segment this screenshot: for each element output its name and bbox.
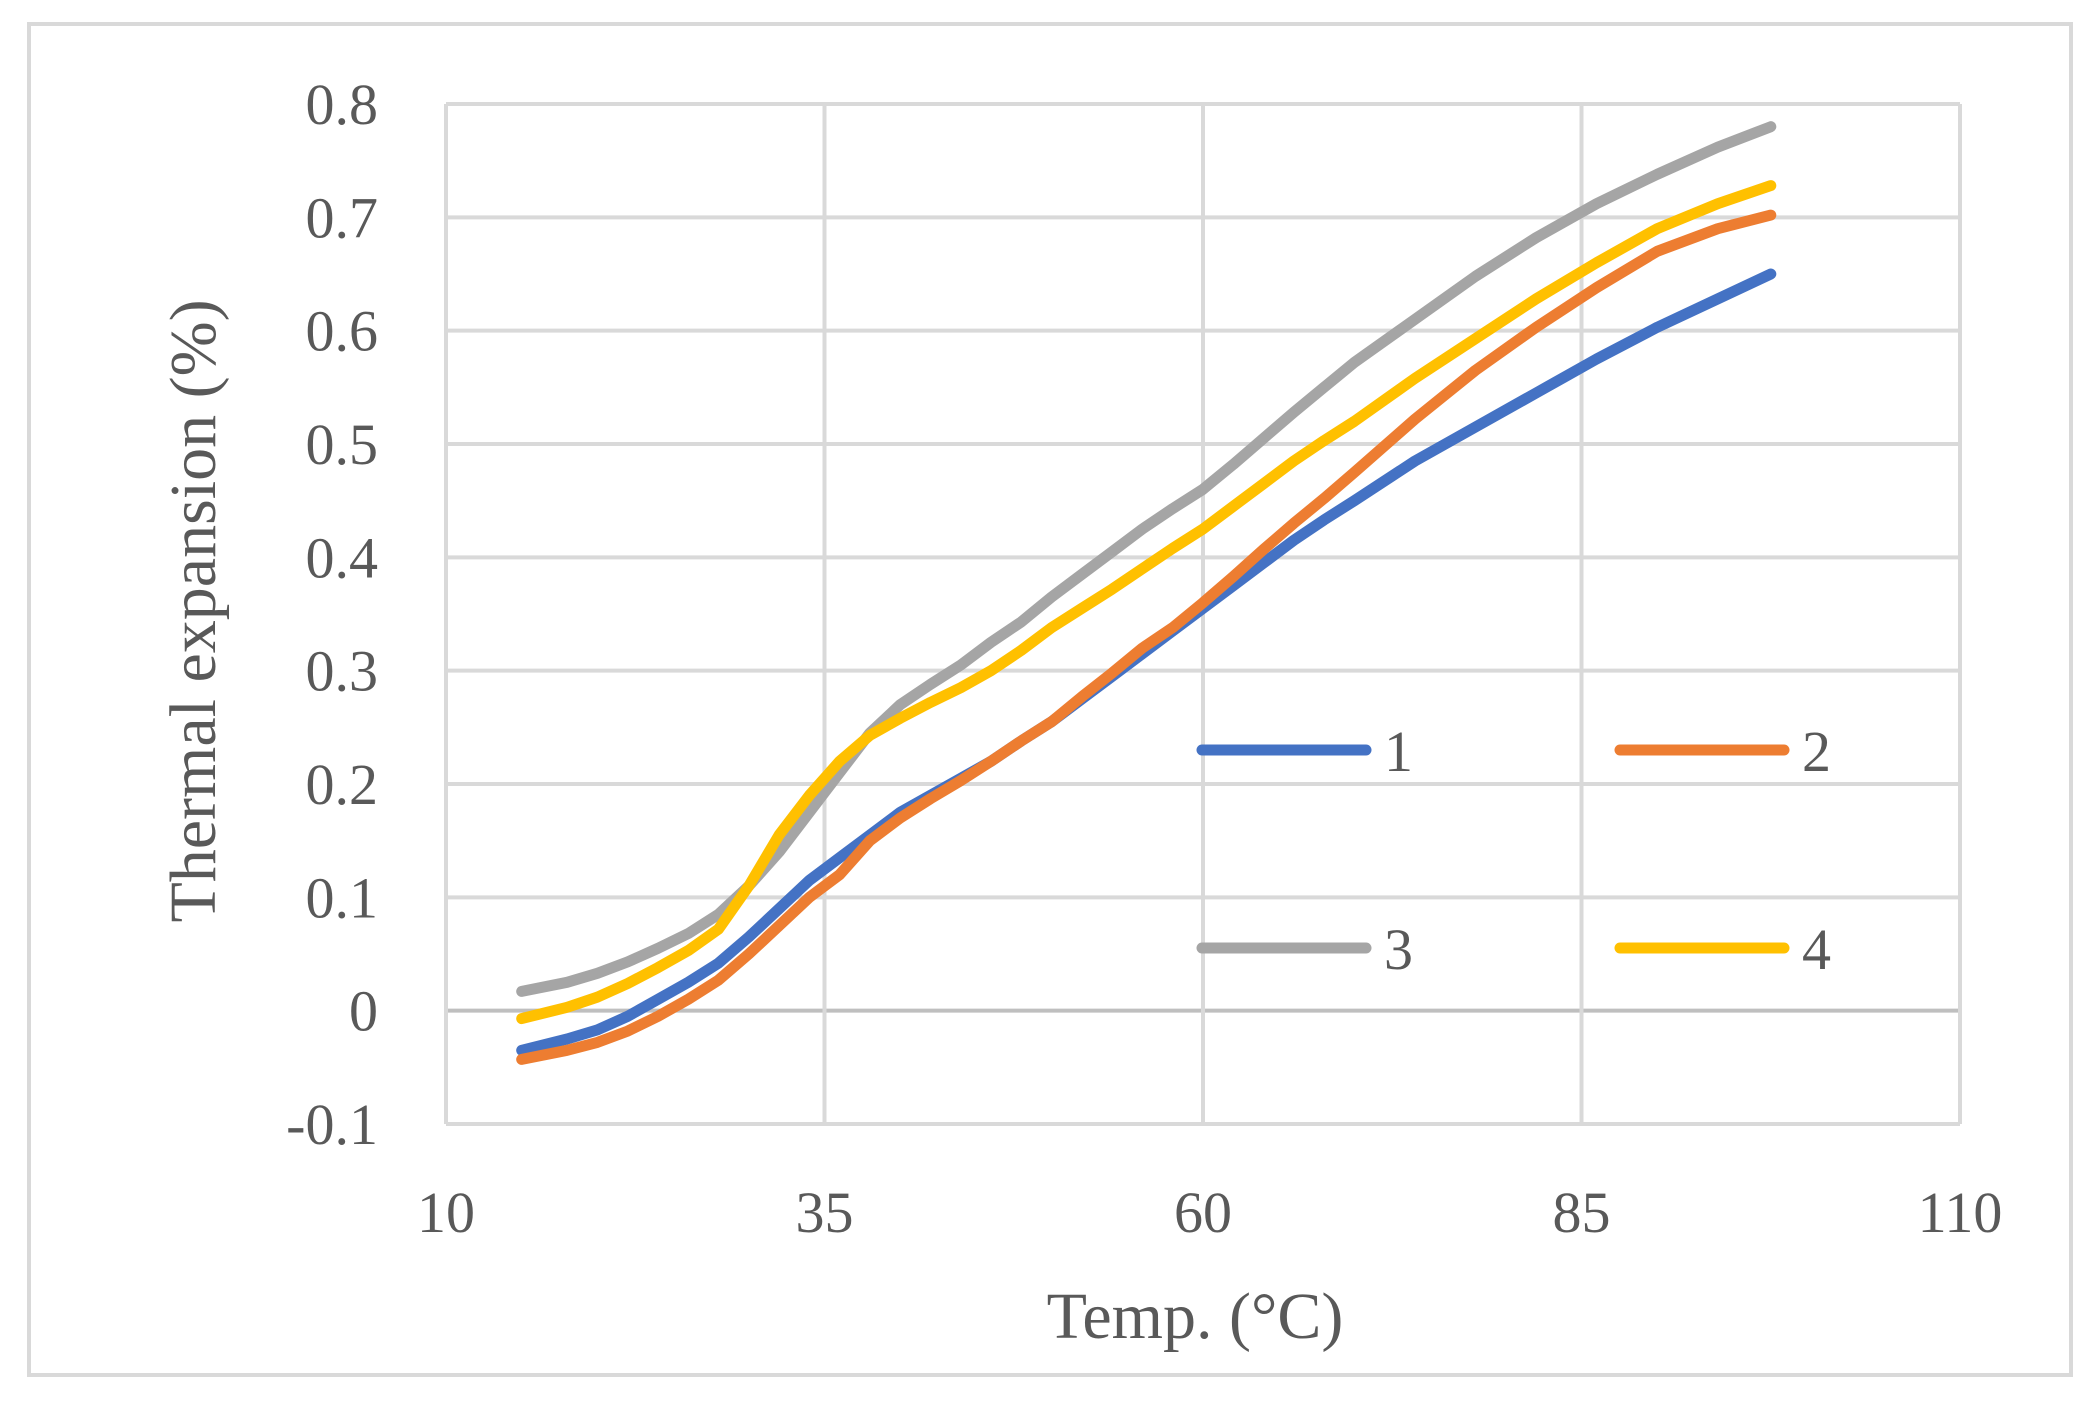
- y-tick-label: 0.5: [306, 412, 379, 477]
- y-tick-label: 0.8: [306, 72, 379, 137]
- series-line-2: [516, 209, 1777, 1065]
- x-tick-label: 110: [1918, 1180, 2003, 1245]
- legend-label-1: 1: [1384, 719, 1413, 784]
- x-tick-label: 10: [417, 1180, 475, 1245]
- y-axis-title: Thermal expansion (%): [157, 299, 230, 922]
- series-line-4: [516, 180, 1777, 1025]
- series-line-3: [516, 121, 1777, 997]
- x-tick-label: 85: [1553, 1180, 1611, 1245]
- y-tick-label: 0: [349, 979, 378, 1044]
- tick-labels: -0.1 0 0.1 0.2 0.3 0.4 0.5 0.6 0.7 0.8 10 35 60 85 110: [286, 72, 2002, 1245]
- x-tick-label: 60: [1174, 1180, 1232, 1245]
- legend-label-2: 2: [1802, 719, 1831, 784]
- y-tick-label: 0.4: [306, 525, 379, 590]
- series-lines: [516, 121, 1777, 1065]
- legend: 1 2 3 4: [1196, 719, 1831, 982]
- y-tick-label: -0.1: [286, 1092, 378, 1157]
- x-axis-title: Temp. (°C): [1047, 1280, 1344, 1353]
- legend-label-3: 3: [1384, 917, 1413, 982]
- y-tick-label: 0.7: [306, 185, 379, 250]
- legend-label-4: 4: [1802, 917, 1831, 982]
- y-tick-label: 0.1: [306, 865, 379, 930]
- y-tick-label: 0.6: [306, 299, 379, 364]
- chart-border: [27, 22, 2073, 1377]
- y-tick-label: 0.3: [306, 639, 379, 704]
- y-tick-label: 0.2: [306, 752, 379, 817]
- x-tick-label: 35: [796, 1180, 854, 1245]
